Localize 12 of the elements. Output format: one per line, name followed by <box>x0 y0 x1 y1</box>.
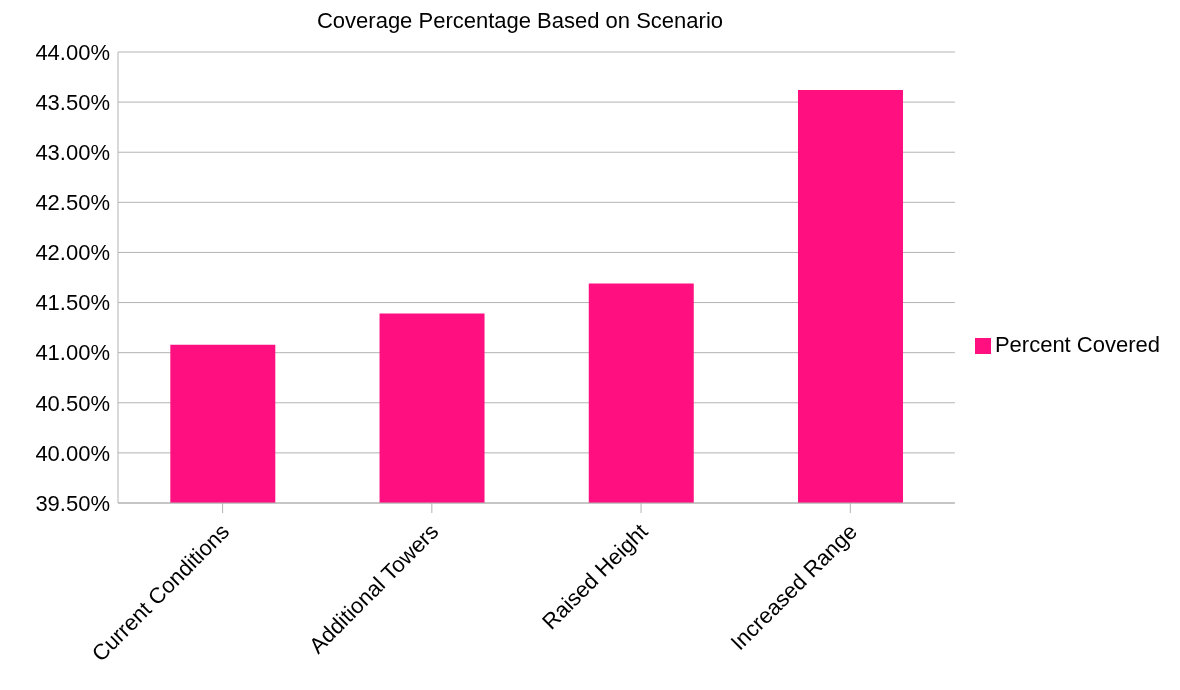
y-tick-label: 40.50% <box>35 390 110 416</box>
y-tick-label: 41.00% <box>35 340 110 366</box>
y-tick-label: 40.00% <box>35 440 110 466</box>
y-tick-label: 39.50% <box>35 490 110 516</box>
y-tick-label: 43.50% <box>35 89 110 115</box>
chart-title: Coverage Percentage Based on Scenario <box>315 8 724 34</box>
y-tick-label: 42.00% <box>35 240 110 266</box>
y-tick-label: 44.00% <box>35 39 110 65</box>
y-tick-label: 43.00% <box>35 140 110 166</box>
y-tick-label: 41.50% <box>35 290 110 316</box>
y-tick-label: 42.50% <box>35 190 110 216</box>
legend-label: Percent Covered <box>994 332 1160 357</box>
